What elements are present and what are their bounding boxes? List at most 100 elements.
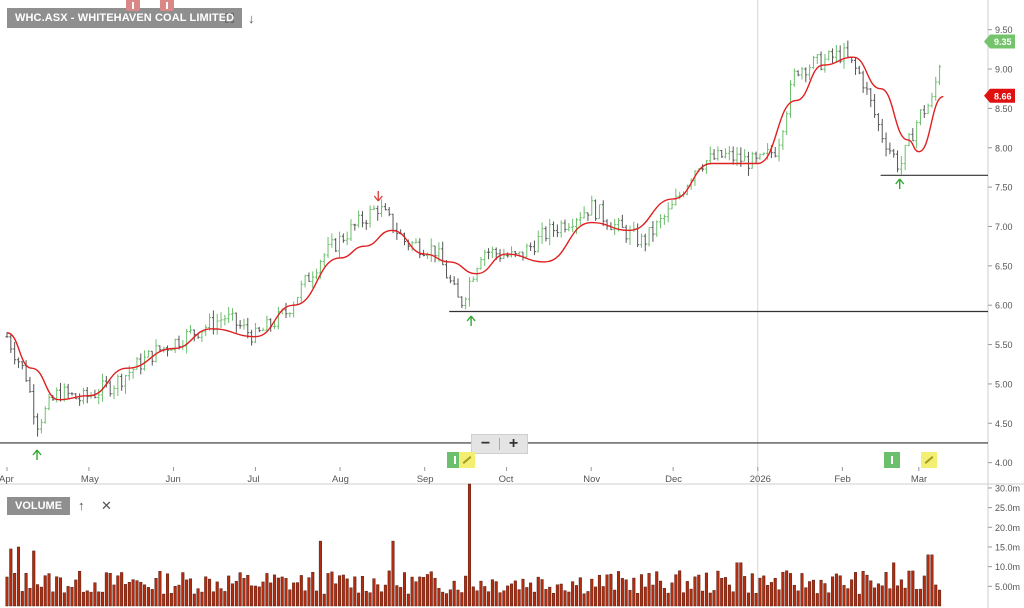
volume-bar (280, 576, 284, 607)
volume-bar (750, 573, 754, 607)
event-marker-flag[interactable] (126, 0, 140, 11)
ohlc-bar (181, 340, 185, 350)
buy-signal-arrow-icon[interactable] (895, 178, 905, 189)
zoom-out-button[interactable]: − (480, 435, 491, 452)
volume-bar (418, 576, 422, 607)
volume-bar (120, 572, 124, 607)
ohlc-bar (716, 146, 720, 161)
ohlc-bar (873, 94, 877, 118)
y-tick-label: 9.00 (995, 65, 1013, 75)
ohlc-bar (238, 320, 242, 329)
volume-bar (563, 590, 567, 607)
ohlc-bar (567, 223, 571, 232)
ohlc-bar (303, 274, 307, 288)
ohlc-bar (724, 148, 728, 159)
volume-bar (896, 585, 900, 607)
volume-label[interactable]: VOLUME (7, 497, 71, 515)
volume-bar (108, 573, 112, 607)
volume-bar (139, 581, 143, 607)
volume-bar (926, 554, 930, 607)
ohlc-bar (211, 310, 215, 335)
ohlc-bar (234, 312, 238, 333)
volume-bar (257, 586, 261, 607)
volume-bar (460, 592, 464, 607)
buy-signal-arrow-icon[interactable] (466, 315, 476, 326)
zoom-in-button[interactable]: + (508, 435, 519, 452)
ohlc-bar (796, 70, 800, 77)
volume-bar (448, 589, 452, 607)
chart-title[interactable]: WHC.ASX - WHITEHAVEN COAL LIMITED (7, 8, 243, 28)
volume-bar (659, 580, 663, 607)
volume-bar (834, 573, 838, 607)
ohlc-bar (586, 212, 590, 221)
volume-bar (307, 577, 311, 607)
ohlc-bar (349, 219, 353, 242)
ohlc-bar (78, 393, 82, 406)
ohlc-bar (510, 246, 514, 258)
volume-bar (884, 572, 888, 607)
ohlc-bar (597, 204, 601, 220)
ohlc-bar (292, 301, 296, 318)
fullscreen-icon[interactable]: ⛶ (225, 11, 235, 26)
event-marker-yellow[interactable] (459, 452, 475, 468)
x-tick-label: Apr (0, 474, 14, 485)
volume-bar (380, 591, 384, 607)
ohlc-bar (288, 312, 292, 318)
volume-bar (831, 576, 835, 607)
volume-bar (888, 588, 892, 607)
volume-bar (552, 593, 556, 607)
ohlc-bar (39, 419, 43, 434)
volume-bar (903, 587, 907, 607)
ohlc-bar (708, 146, 712, 164)
volume-bar (502, 590, 506, 607)
x-tick-label: May (81, 474, 99, 485)
ohlc-bar (223, 314, 227, 326)
volume-bar (303, 590, 307, 607)
event-marker-green[interactable] (884, 452, 900, 468)
volume-bar (395, 585, 399, 607)
moving-average-badge: 8.66 (984, 88, 1015, 103)
ohlc-bar (704, 160, 708, 174)
ohlc-bar (563, 219, 567, 233)
volume-bar (97, 591, 101, 607)
ohlc-bar (731, 146, 735, 165)
sell-signal-arrow-icon[interactable] (373, 191, 383, 202)
volume-bar (555, 584, 559, 607)
event-marker-yellow[interactable] (921, 452, 937, 468)
ohlc-bar (32, 384, 36, 425)
ohlc-bar (823, 54, 827, 73)
ohlc-bar (456, 278, 460, 298)
volume-bar (490, 579, 494, 607)
volume-bar (265, 573, 269, 607)
volume-bar (330, 571, 334, 607)
close-icon[interactable]: ✕ (101, 498, 112, 513)
ohlc-bar (842, 42, 846, 69)
volume-bar (727, 584, 731, 607)
buy-signal-arrow-icon[interactable] (32, 449, 42, 460)
volume-bar (498, 592, 502, 607)
volume-bar (819, 579, 823, 607)
volume-bar (39, 586, 43, 607)
volume-bar (429, 571, 433, 607)
ohlc-bar (548, 218, 552, 246)
ohlc-bar (762, 152, 766, 156)
volume-bar (51, 591, 55, 607)
ohlc-bar (43, 406, 47, 424)
volume-bar (632, 577, 636, 607)
arrow-up-icon[interactable]: ↑ (78, 498, 85, 513)
volume-bar (930, 554, 934, 607)
ohlc-bar (789, 80, 793, 118)
volume-bar (131, 579, 135, 607)
ohlc-bar (926, 103, 930, 115)
ohlc-bar (307, 272, 311, 282)
ohlc-bar (414, 238, 418, 244)
ohlc-bar (28, 376, 32, 393)
ohlc-bar (185, 328, 189, 354)
ohlc-bar (97, 388, 101, 405)
volume-bar (368, 592, 372, 607)
x-tick-label: Oct (499, 474, 514, 485)
volume-bar (869, 580, 873, 607)
arrow-down-icon[interactable]: ↓ (248, 11, 255, 26)
event-marker-flag[interactable] (160, 0, 174, 11)
volume-bar (93, 582, 97, 607)
